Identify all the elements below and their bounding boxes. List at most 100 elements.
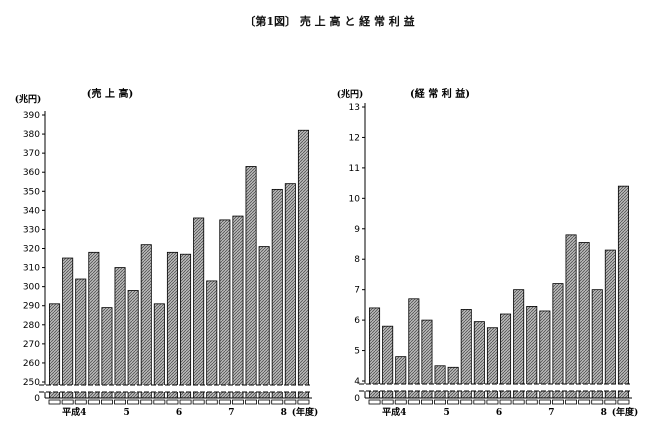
bar xyxy=(552,283,564,399)
quarter-box xyxy=(218,399,231,405)
bar xyxy=(434,365,446,399)
x-group-label: 6 xyxy=(176,408,182,418)
bar xyxy=(513,289,525,399)
x-group-label: 5 xyxy=(443,408,449,418)
quarter-box xyxy=(486,399,499,405)
bar xyxy=(578,242,590,399)
quarter-box xyxy=(48,399,61,405)
quarter-box xyxy=(284,399,297,405)
x-group-label: 8 xyxy=(601,408,607,418)
y-tick-label: 270 xyxy=(23,340,40,350)
quarter-box xyxy=(74,399,87,405)
y-tick-label: 12 xyxy=(349,133,360,143)
quarter-box xyxy=(512,399,525,405)
y-tick-label: 8 xyxy=(354,255,360,265)
y-tick-label: 340 xyxy=(23,206,40,216)
quarter-box xyxy=(447,399,460,405)
quarter-box xyxy=(604,399,617,405)
x-suffix-label: (年度) xyxy=(292,406,319,418)
quarter-box xyxy=(617,399,630,405)
bar xyxy=(447,366,459,399)
quarter-box xyxy=(578,399,591,405)
y-tick-label: 6 xyxy=(354,316,360,326)
quarter-box xyxy=(297,399,310,405)
y-tick-label: 320 xyxy=(23,245,40,255)
quarter-box xyxy=(179,399,192,405)
quarter-box xyxy=(231,399,244,405)
quarter-box xyxy=(61,399,74,405)
y-tick-label: 7 xyxy=(354,286,360,296)
y-tick-label: 310 xyxy=(23,264,40,274)
quarter-box xyxy=(245,399,258,405)
quarter-box xyxy=(434,399,447,405)
quarter-box xyxy=(271,399,284,405)
quarter-box xyxy=(460,399,473,405)
bar xyxy=(604,249,616,399)
y-tick-label: 4 xyxy=(354,377,360,387)
quarter-box xyxy=(205,399,218,405)
bar xyxy=(395,356,407,399)
chart-title: (売 上 高) xyxy=(87,87,133,100)
quarter-box xyxy=(525,399,538,405)
quarter-box xyxy=(153,399,166,405)
quarter-box xyxy=(114,399,127,405)
x-group-label: 7 xyxy=(228,408,234,418)
axis-break xyxy=(39,385,312,392)
x-suffix-label: (年度) xyxy=(612,406,639,418)
x-group-label: 平成4 xyxy=(382,406,406,418)
quarter-box xyxy=(538,399,551,405)
quarter-box xyxy=(473,399,486,405)
quarter-box xyxy=(394,399,407,405)
quarter-box xyxy=(381,399,394,405)
quarter-box xyxy=(192,399,205,405)
quarter-box xyxy=(552,399,564,405)
bar xyxy=(565,234,577,399)
quarter-box xyxy=(368,399,381,405)
quarter-box xyxy=(591,399,604,405)
zero-label: 0 xyxy=(354,394,360,404)
quarter-box xyxy=(166,399,179,405)
quarter-box xyxy=(258,399,271,405)
unit-label: (兆円) xyxy=(337,88,364,100)
axis-break xyxy=(359,384,632,391)
chart-title: (経 常 利 益) xyxy=(410,87,470,100)
y-tick-label: 360 xyxy=(23,168,40,178)
bar xyxy=(408,298,420,399)
y-tick-label: 10 xyxy=(349,194,361,204)
y-tick-label: 330 xyxy=(23,225,40,235)
quarter-box xyxy=(407,399,420,405)
zero-label: 0 xyxy=(34,394,40,404)
quarter-box xyxy=(565,399,578,405)
y-tick-label: 380 xyxy=(23,130,40,140)
bar xyxy=(617,185,629,399)
figure-title: 〔第1図〕 売 上 高 と 経 常 利 益 xyxy=(244,15,415,28)
y-tick-label: 290 xyxy=(23,302,40,312)
y-tick-label: 280 xyxy=(23,321,40,331)
x-group-label: 5 xyxy=(123,408,129,418)
x-group-label: 平成4 xyxy=(62,406,86,418)
x-group-label: 6 xyxy=(496,408,502,418)
y-tick-label: 260 xyxy=(23,359,40,369)
y-tick-label: 250 xyxy=(23,378,40,388)
y-tick-label: 300 xyxy=(23,283,40,293)
y-tick-label: 350 xyxy=(23,187,40,197)
quarter-box xyxy=(87,399,100,405)
y-tick-label: 390 xyxy=(23,111,40,121)
x-group-label: 7 xyxy=(548,408,554,418)
quarter-box xyxy=(499,399,512,405)
y-tick-label: 13 xyxy=(349,103,360,113)
y-tick-label: 11 xyxy=(349,164,360,174)
quarter-box xyxy=(127,399,140,405)
quarter-box xyxy=(420,399,433,405)
y-tick-label: 370 xyxy=(23,149,40,159)
x-group-label: 8 xyxy=(281,408,287,418)
y-tick-label: 9 xyxy=(354,225,360,235)
bar xyxy=(591,289,603,399)
y-tick-label: 5 xyxy=(354,347,360,357)
unit-label: (兆円) xyxy=(15,93,42,105)
quarter-box xyxy=(101,399,113,405)
quarter-box xyxy=(140,399,153,405)
